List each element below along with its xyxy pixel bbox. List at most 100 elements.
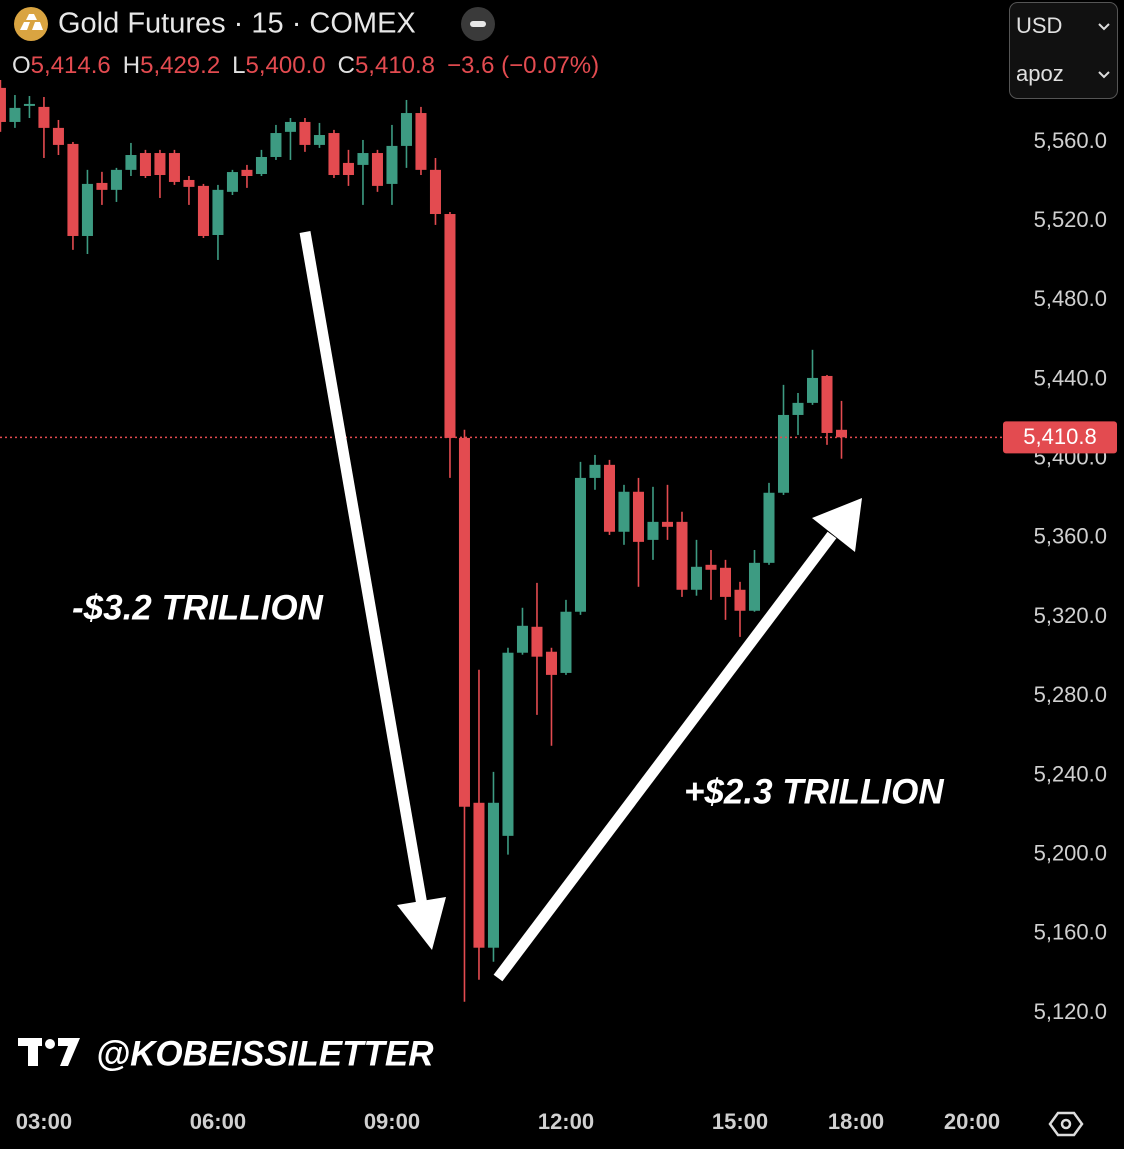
candle-body	[734, 589, 746, 611]
candle-body	[603, 464, 615, 532]
unit-menu[interactable]: apoz	[1016, 61, 1064, 86]
candle-body	[241, 169, 253, 176]
symbol-logo	[14, 7, 48, 41]
legend-key: H	[123, 52, 140, 79]
candle-body	[458, 437, 470, 807]
candle-body	[313, 135, 325, 145]
down-arrow-head	[397, 897, 446, 950]
y-tick-label: 5,120.0	[1034, 999, 1107, 1024]
candle-body	[792, 402, 804, 415]
y-tick-label: 5,520.0	[1034, 207, 1107, 232]
candle-body	[748, 562, 761, 611]
settings-button[interactable]	[1048, 1111, 1084, 1137]
currency-menu[interactable]: USD	[1016, 13, 1062, 38]
candle-body	[110, 169, 122, 190]
candle-body	[574, 477, 586, 612]
candle-body	[9, 107, 21, 122]
legend-value: 5,410.8	[355, 52, 435, 79]
candle-body	[719, 567, 732, 597]
x-tick-label: 20:00	[944, 1109, 1000, 1134]
candle-body	[212, 189, 224, 235]
x-tick-label: 09:00	[364, 1109, 420, 1134]
candle-body	[255, 156, 267, 175]
y-tick-label: 5,480.0	[1034, 286, 1107, 311]
y-tick-label: 5,560.0	[1034, 128, 1107, 153]
candle-body	[125, 155, 137, 170]
legend-change: −3.6 (−0.07%)	[447, 52, 599, 79]
candle-body	[371, 153, 383, 186]
candle-body	[226, 172, 238, 192]
y-tick-label: 5,240.0	[1034, 761, 1107, 786]
candle-body	[197, 185, 209, 236]
annotation: -$3.2 TRILLION	[72, 588, 324, 627]
candle-body	[618, 491, 630, 532]
candle-body	[154, 153, 166, 176]
y-tick-label: 5,160.0	[1034, 920, 1107, 945]
logo-bars	[20, 14, 43, 30]
y-tick-label: 5,320.0	[1034, 603, 1107, 628]
last-price-label: 5,410.8	[1023, 424, 1096, 449]
candle-body	[502, 652, 514, 836]
candle-body	[545, 651, 557, 675]
candle-body	[531, 626, 543, 657]
candle-body	[763, 492, 775, 563]
arrows	[299, 231, 862, 982]
candle-body	[487, 802, 499, 948]
watermark: @KOBEISSILETTER	[96, 1034, 434, 1073]
candle-body	[52, 127, 64, 145]
chevron	[1098, 71, 1110, 79]
candle-body	[0, 87, 6, 122]
legend-value: 5,429.2	[140, 52, 220, 79]
candle-body	[647, 521, 659, 540]
candle-body	[835, 429, 848, 438]
x-tick-label: 15:00	[712, 1109, 768, 1134]
settings-icon	[1060, 1118, 1072, 1130]
legend-key: C	[338, 52, 355, 79]
candle-body	[96, 182, 108, 190]
candle-body	[690, 566, 703, 590]
candle-body	[81, 183, 93, 236]
candle-body	[777, 414, 790, 493]
candle-body	[67, 143, 79, 236]
currency-panel	[1009, 2, 1118, 99]
y-axis: 5,120.0 5,160.0 5,200.0 5,240.0 5,280.0 5,320…	[1003, 128, 1117, 1024]
plot-area: 03:00 06:00 09:00 12:00 15:00 18:00 20:00	[0, 79, 1002, 1134]
candle-body	[284, 121, 296, 132]
candle-body	[676, 521, 688, 590]
candle-body	[270, 133, 282, 157]
down-arrow-shaft	[299, 231, 428, 906]
candle-body	[139, 153, 151, 176]
candle-body	[473, 802, 485, 948]
candle-body	[400, 113, 412, 146]
x-tick-label: 12:00	[538, 1109, 594, 1134]
chart-title: Gold Futures · 15 · COMEX	[58, 8, 416, 40]
y-tick-label: 5,200.0	[1034, 840, 1107, 865]
candle-body	[342, 162, 354, 176]
y-tick-label: 5,280.0	[1034, 682, 1107, 707]
ohlc-legend: O5,414.6 H5,429.2 L5,400.0 C5,410.8 −3.6 (−0…	[12, 52, 599, 79]
candle-body	[429, 169, 441, 215]
legend-value: 5,400.0	[246, 52, 326, 79]
x-tick-label: 03:00	[16, 1109, 72, 1134]
candle-body	[444, 214, 456, 438]
candle-body	[38, 106, 50, 128]
candle-body	[632, 491, 644, 542]
collapse-icon	[470, 21, 486, 27]
candle-body	[589, 464, 601, 478]
legend-key: O	[12, 52, 31, 79]
candle-body	[661, 521, 673, 527]
annotation: +$2.3 TRILLION	[684, 772, 944, 811]
candle-body	[806, 377, 819, 403]
up-arrow-head	[812, 498, 862, 552]
candle-body	[23, 103, 35, 106]
chevron	[1098, 23, 1110, 31]
last-price-box	[1003, 421, 1117, 454]
candle-body	[705, 564, 717, 570]
x-tick-label: 06:00	[190, 1109, 246, 1134]
candle-body	[328, 133, 340, 176]
candle-body	[415, 113, 427, 170]
legend-value: 5,414.6	[31, 52, 111, 79]
